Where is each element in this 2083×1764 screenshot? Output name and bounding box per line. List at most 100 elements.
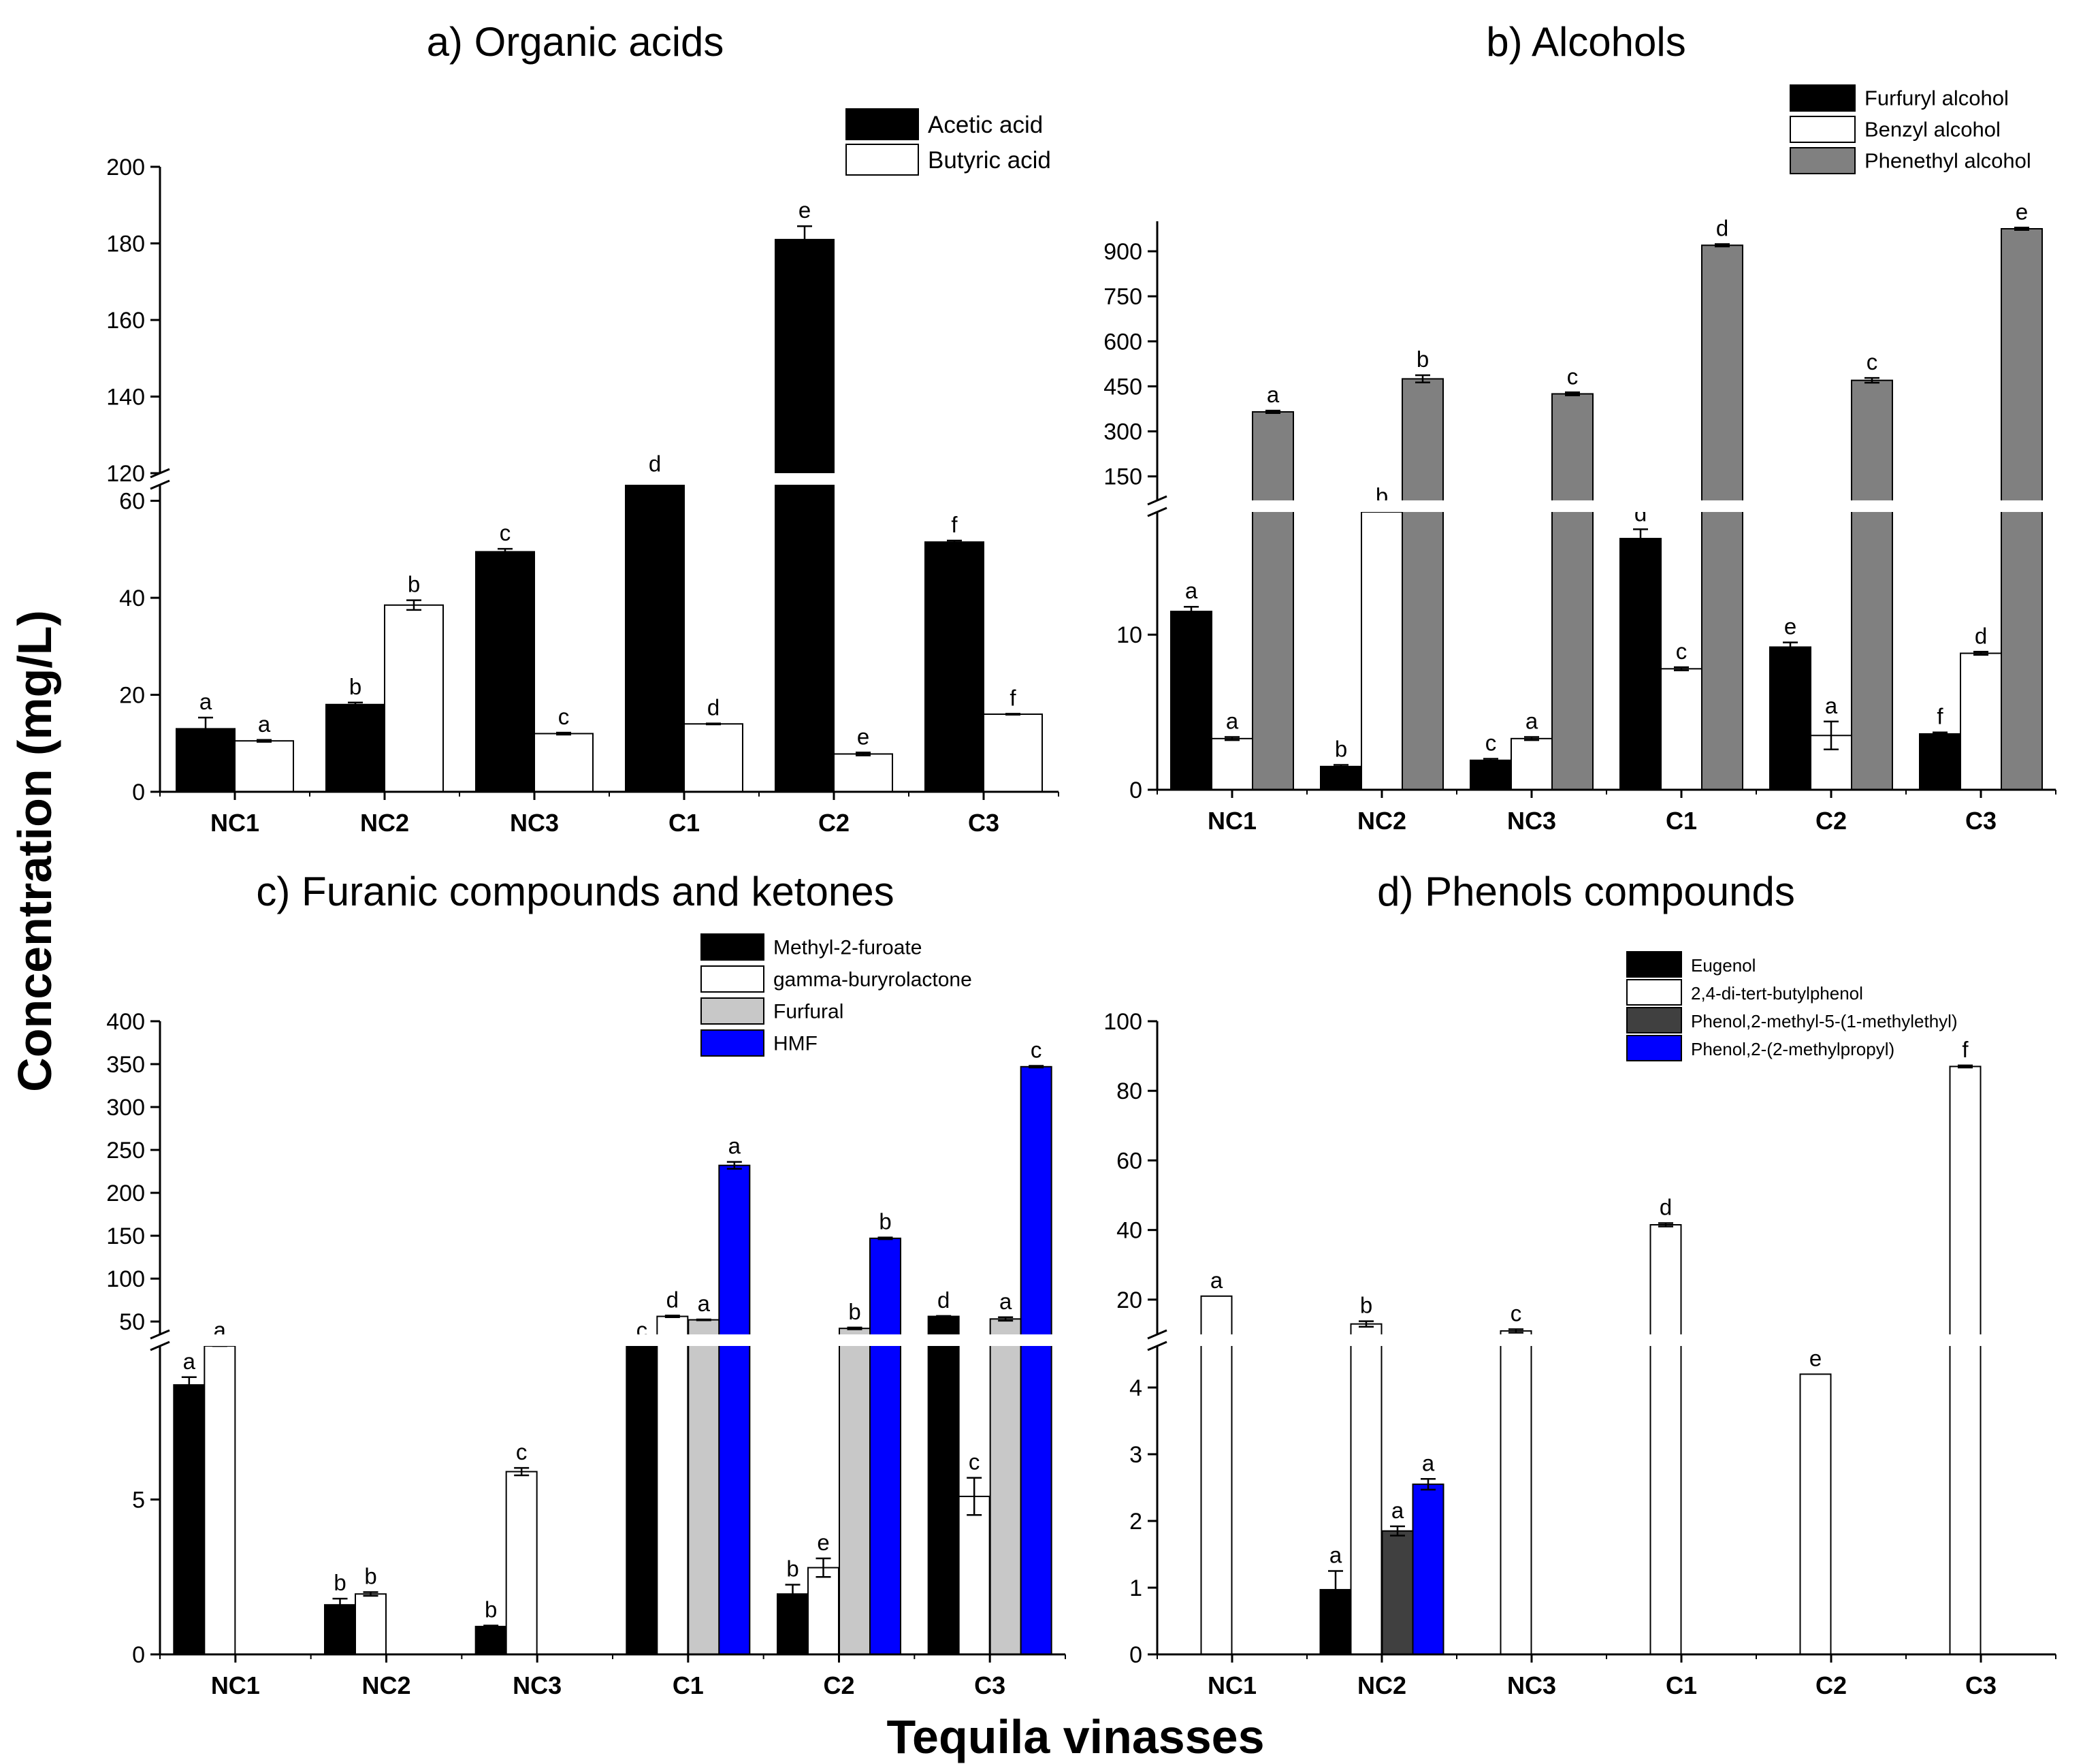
panel-d-bar-2-4-di-tert-butylphenol-c2 <box>1799 1373 1832 1656</box>
panel-a-ytick-label-60: 60 <box>119 489 145 515</box>
panel-a-ytick-label-200: 200 <box>106 155 145 180</box>
panel-a-letter-acetic-acid-nc2: b <box>349 674 361 699</box>
panel-b-letter-benzyl-alcohol-c2: a <box>1825 693 1838 718</box>
panel-b-errorbar-benzyl-alcohol-c1 <box>1674 666 1689 671</box>
panel-b-letter-furfuryl-alcohol-nc3: c <box>1485 730 1497 755</box>
panel-a-ytick-label-20: 20 <box>119 683 145 709</box>
panel-a-letter-butyric-acid-nc1: a <box>258 711 271 737</box>
panel-c-letter-gamma-buryrolactone-nc2: b <box>364 1564 376 1589</box>
panel-c-ytick-label-350: 350 <box>106 1052 145 1078</box>
panel-b-xtick-label-c2: C2 <box>1815 807 1847 835</box>
panel-b-errorbar-phenethyl-alcohol-c3 <box>2014 227 2029 231</box>
panel-b-legend-swatch-phenethyl-alcohol <box>1790 147 1856 174</box>
panel-b-legend-swatch-benzyl-alcohol <box>1790 116 1856 143</box>
panel-c-bar-gamma-buryrolactone-nc2 <box>355 1593 387 1655</box>
panel-c-letter-furfural-c2: b <box>848 1299 860 1324</box>
panel-b-bar-furfuryl-alcohol-nc2 <box>1320 765 1362 791</box>
panel-d-ytick-label-60: 60 <box>1116 1148 1142 1174</box>
panel-d-ytick-label-80: 80 <box>1116 1078 1142 1104</box>
panel-d-bar-2-4-di-tert-butylphenol-nc2 <box>1350 1323 1383 1655</box>
panel-c-ytick-label-150: 150 <box>106 1223 145 1249</box>
panel-b-errorbar-furfuryl-alcohol-nc2 <box>1334 764 1349 769</box>
panel-c-letter-furfural-c3: a <box>999 1289 1012 1314</box>
panel-d-legend-label-eugenol: Eugenol <box>1691 955 1756 976</box>
panel-d-bar-2-4-di-tert-butylphenol-c1 <box>1649 1224 1682 1655</box>
panel-b-letter-benzyl-alcohol-nc1: a <box>1226 709 1239 734</box>
y-axis-title: Concentration (mg/L) <box>8 610 61 1092</box>
panel-c-legend-swatch-hmf <box>700 1029 764 1057</box>
panel-c-bar-methyl-2-furoate-c3 <box>927 1315 960 1656</box>
panel-c-legend-label-hmf: HMF <box>773 1033 818 1055</box>
panel-d-errorbar-eugenol-nc2 <box>1328 1570 1343 1609</box>
panel-d-xtick-label-c1: C1 <box>1666 1671 1697 1699</box>
panel-b-ytick-label-600: 600 <box>1103 329 1142 355</box>
panel-b-bar-furfuryl-alcohol-c2 <box>1769 646 1811 791</box>
panel-c-letter-methyl-2-furoate-c2: b <box>786 1556 798 1582</box>
panel-d-title: d) Phenols compounds <box>1377 869 1795 914</box>
panel-b-legend-swatch-furfuryl-alcohol <box>1790 84 1856 112</box>
panel-b-bar-phenethyl-alcohol-c2 <box>1851 379 1893 790</box>
panel-b-errorbar-furfuryl-alcohol-c1 <box>1633 528 1648 549</box>
panel-a-xtick-label-c1: C1 <box>668 809 700 837</box>
panel-a-letter-butyric-acid-nc2: b <box>408 572 420 597</box>
panel-c-errorbar-furfural-c1 <box>696 1318 711 1321</box>
panel-c-errorbar-furfural-c2 <box>847 1326 862 1330</box>
panel-a-bar-butyric-acid-c2 <box>833 753 893 792</box>
panel-b-ytick-label-750: 750 <box>1103 284 1142 310</box>
panel-c-bar-methyl-2-furoate-nc1 <box>173 1384 206 1656</box>
panel-b-errorbar-benzyl-alcohol-nc1 <box>1225 736 1240 741</box>
panel-b-title: b) Alcohols <box>1486 19 1686 65</box>
panel-d-axis-break-mark <box>1147 1329 1167 1351</box>
panel-c-xtick-label-nc1: NC1 <box>211 1671 260 1699</box>
panel-d-legend-label-phenol-2-methyl-5-1-methylethyl: Phenol,2-methyl-5-(1-methylethyl) <box>1691 1011 1958 1031</box>
panel-c-xtick-label-nc2: NC2 <box>361 1671 410 1699</box>
panel-a-errorbar-acetic-acid-nc1 <box>198 716 213 741</box>
panel-b-ytick-label-10: 10 <box>1116 622 1142 648</box>
panel-c-ytick-label-250: 250 <box>106 1138 145 1164</box>
panel-b-errorbar-phenethyl-alcohol-nc2 <box>1415 374 1430 383</box>
panel-c-errorbar-furfural-c3 <box>998 1316 1014 1322</box>
panel-c-letter-methyl-2-furoate-nc2: b <box>334 1570 346 1595</box>
panel-a-errorbar-butyric-acid-c2 <box>856 752 871 756</box>
panel-c-errorbar-hmf-c3 <box>1029 1065 1044 1069</box>
panel-c-errorbar-methyl-2-furoate-c2 <box>785 1584 801 1605</box>
panel-a-errorbar-butyric-acid-c3 <box>1005 713 1020 716</box>
panel-b-letter-benzyl-alcohol-c1: c <box>1676 639 1688 664</box>
panel-b-letter-benzyl-alcohol-nc3: a <box>1525 709 1538 734</box>
panel-b-bar-phenethyl-alcohol-c1 <box>1701 244 1743 791</box>
panel-c-xtick-label-c1: C1 <box>673 1671 704 1699</box>
panel-b-bar-furfuryl-alcohol-c3 <box>1919 733 1961 790</box>
panel-c-ytick-label-50: 50 <box>119 1309 145 1335</box>
panel-b-letter-phenethyl-alcohol-nc2: b <box>1417 347 1429 372</box>
panel-c-bar-methyl-2-furoate-nc2 <box>324 1604 356 1655</box>
panel-c-ytick-label-5: 5 <box>132 1488 145 1513</box>
panel-a-letter-acetic-acid-nc3: c <box>500 520 511 545</box>
panel-a-ytick-label-120: 120 <box>106 461 145 487</box>
panel-b-errorbar-benzyl-alcohol-nc3 <box>1524 736 1539 741</box>
panel-c-legend-label-gamma-buryrolactone: gamma-buryrolactone <box>773 969 972 991</box>
panel-d-errorbar-2-4-di-tert-butylphenol-c1 <box>1658 1222 1673 1228</box>
panel-c-letter-gamma-buryrolactone-nc3: c <box>516 1439 528 1464</box>
panel-b-legend-label-benzyl-alcohol: Benzyl alcohol <box>1864 118 2001 142</box>
panel-b-ytick-label-150: 150 <box>1103 464 1142 490</box>
panel-d-xtick-label-nc1: NC1 <box>1208 1671 1257 1699</box>
panel-a-legend-label-butyric-acid: Butyric acid <box>928 147 1051 174</box>
panel-d-legend-label-2-4-di-tert-butylphenol: 2,4-di-tert-butylphenol <box>1691 983 1863 1004</box>
panel-d-errorbar-phenol-2-2-methylpropyl-nc2 <box>1421 1478 1436 1491</box>
panel-a-bar-acetic-acid-nc3 <box>475 551 535 793</box>
panel-c-errorbar-gamma-buryrolactone-c2 <box>816 1557 831 1578</box>
panel-d-legend-swatch-2-4-di-tert-butylphenol <box>1626 979 1682 1006</box>
panel-d-legend-swatch-phenol-2-2-methylpropyl <box>1626 1035 1682 1061</box>
panel-b-xtick-label-nc2: NC2 <box>1357 807 1406 835</box>
panel-c-ytick-label-0: 0 <box>132 1642 145 1668</box>
panel-d-letter-eugenol-nc2: a <box>1329 1543 1342 1568</box>
panel-b-xtick-label-c1: C1 <box>1666 807 1697 835</box>
panel-a-letter-butyric-acid-nc3: c <box>558 704 570 729</box>
panel-b-letter-furfuryl-alcohol-nc2: b <box>1335 737 1347 762</box>
panel-c-errorbar-methyl-2-furoate-nc1 <box>181 1376 197 1394</box>
panel-b-legend-label-phenethyl-alcohol: Phenethyl alcohol <box>1864 149 2031 173</box>
panel-a-xtick-label-c3: C3 <box>968 809 999 837</box>
panel-a-legend-swatch-butyric-acid <box>845 144 919 176</box>
